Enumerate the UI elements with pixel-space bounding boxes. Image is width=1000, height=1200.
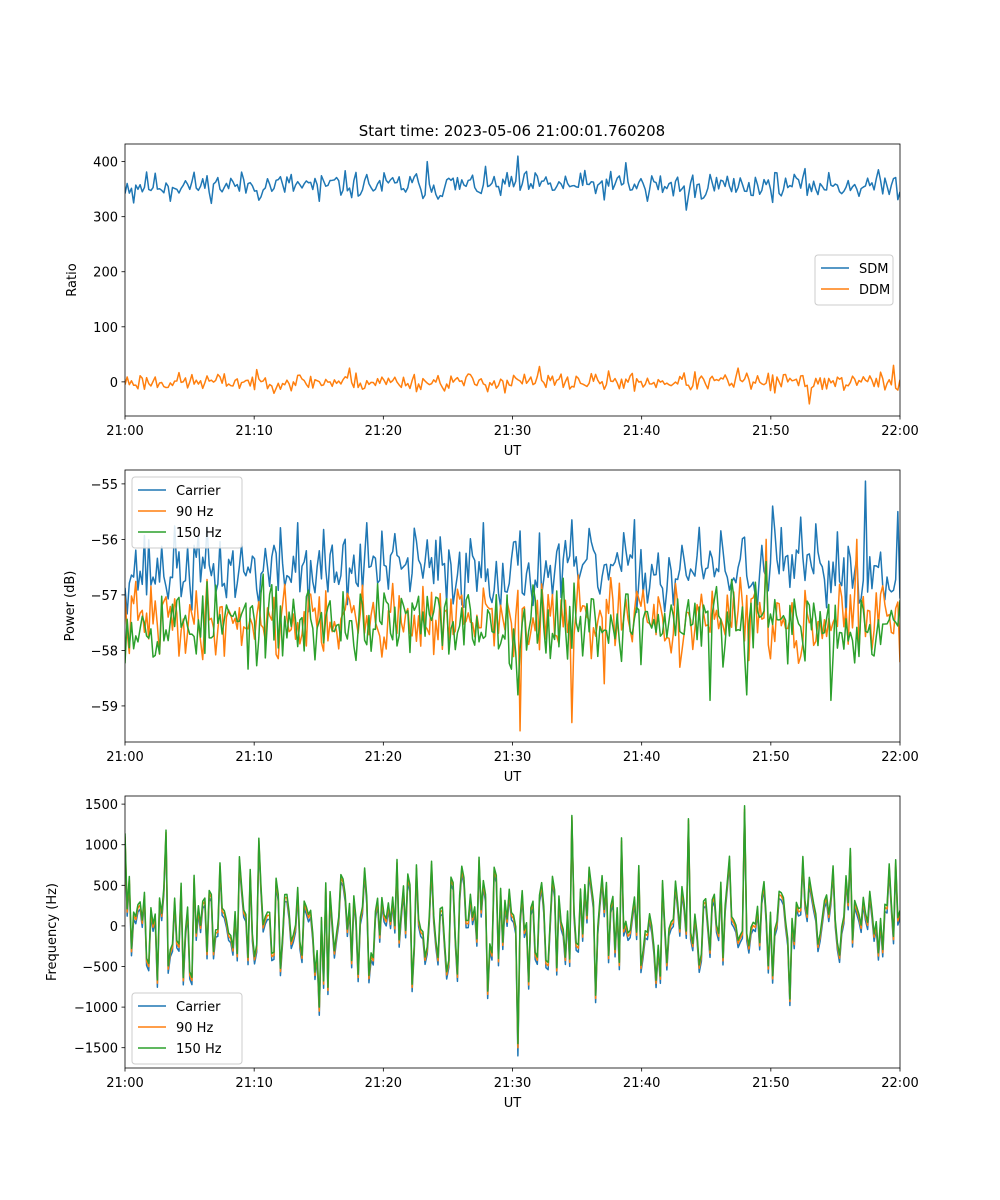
x-tick-label: 21:00	[106, 750, 143, 765]
y-tick-label: 200	[93, 266, 118, 281]
y-tick-label: 400	[93, 156, 118, 171]
x-tick-label: 21:30	[494, 424, 531, 439]
x-axis-label: UT	[504, 770, 522, 785]
y-tick-label: −58	[91, 644, 118, 659]
y-axis-label: Power (dB)	[63, 571, 78, 642]
series-line-carrier	[125, 480, 900, 621]
x-tick-label: 22:00	[881, 424, 918, 439]
y-axis-label: Ratio	[65, 263, 80, 296]
legend-label: 150 Hz	[176, 1042, 222, 1057]
x-tick-label: 21:00	[106, 424, 143, 439]
y-tick-label: 1000	[85, 839, 118, 854]
x-tick-label: 21:40	[623, 1076, 660, 1091]
legend: SDM DDM	[814, 254, 894, 306]
legend: Carrier 90 Hz 150 Hz	[131, 992, 243, 1065]
y-tick-label: 500	[93, 879, 118, 894]
x-tick-label: 21:10	[235, 750, 272, 765]
x-tick-label: 21:10	[235, 1076, 272, 1091]
x-tick-label: 22:00	[881, 1076, 918, 1091]
y-tick-label: 300	[93, 211, 118, 226]
series-line-ddm	[125, 364, 900, 405]
x-tick-label: 22:00	[881, 750, 918, 765]
x-tick-label: 21:20	[365, 1076, 402, 1091]
y-tick-label: −1000	[74, 1001, 118, 1016]
y-tick-label: −1500	[74, 1042, 118, 1057]
legend-label: DDM	[859, 283, 890, 298]
x-tick-label: 21:00	[106, 1076, 143, 1091]
x-tick-label: 21:30	[494, 1076, 531, 1091]
power-panel: 21:00 21:10 21:20 21:30 21:40 21:50 22:00 −55 −5…	[63, 469, 919, 785]
y-tick-label: −55	[91, 478, 118, 493]
x-tick-label: 21:40	[623, 750, 660, 765]
x-tick-label: 21:10	[235, 424, 272, 439]
x-tick-label: 21:50	[752, 750, 789, 765]
y-tick-label: −56	[91, 533, 118, 548]
x-axis-label: UT	[504, 1096, 522, 1111]
y-tick-label: −59	[91, 700, 118, 715]
frequency-panel: 21:00 21:10 21:20 21:30 21:40 21:50 22:00 1500 1…	[45, 795, 919, 1111]
legend-box	[131, 992, 243, 1065]
series-line-150-hz	[125, 804, 900, 1045]
legend: Carrier 90 Hz 150 Hz	[131, 476, 243, 549]
legend-label: 90 Hz	[176, 505, 213, 520]
series-line-sdm	[125, 155, 900, 211]
x-tick-label: 21:20	[365, 750, 402, 765]
legend-box	[131, 476, 243, 549]
x-tick-label: 21:20	[365, 424, 402, 439]
y-tick-label: 100	[93, 321, 118, 336]
legend-label: Carrier	[176, 1000, 221, 1015]
x-tick-label: 21:50	[752, 424, 789, 439]
figure-title: Start time: 2023-05-06 21:00:01.760208	[359, 122, 665, 140]
y-tick-label: 0	[110, 376, 118, 391]
legend-label: SDM	[859, 262, 888, 277]
y-tick-label: 1500	[85, 798, 118, 813]
legend-label: 150 Hz	[176, 526, 222, 541]
legend-label: Carrier	[176, 484, 221, 499]
legend-label: 90 Hz	[176, 1021, 213, 1036]
y-axis-label: Frequency (Hz)	[45, 883, 60, 981]
x-axis-label: UT	[504, 444, 522, 459]
x-tick-label: 21:50	[752, 1076, 789, 1091]
y-tick-label: 0	[110, 920, 118, 935]
y-tick-label: −500	[82, 961, 118, 976]
x-tick-label: 21:40	[623, 424, 660, 439]
y-tick-label: −57	[91, 589, 118, 604]
ratio-panel: 21:00 21:10 21:20 21:30 21:40 21:50 22:00 400 30…	[65, 143, 919, 459]
x-tick-label: 21:30	[494, 750, 531, 765]
series-line-150-hz	[125, 560, 900, 702]
